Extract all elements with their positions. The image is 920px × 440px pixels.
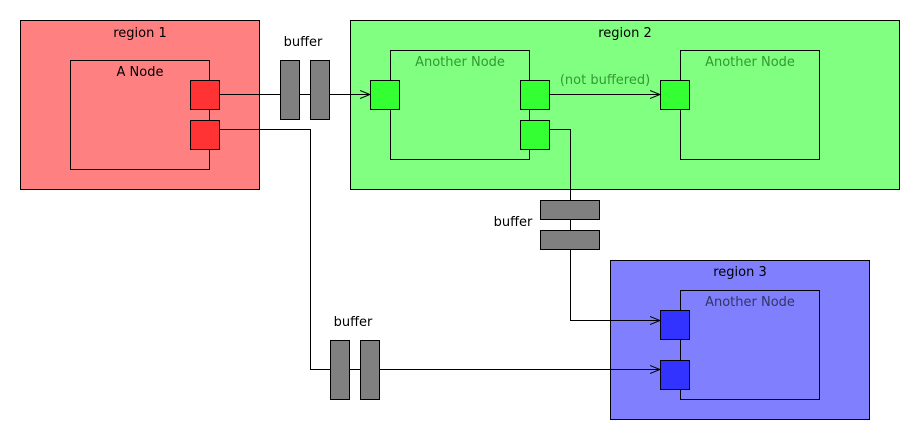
node-a-label: A Node (116, 65, 164, 80)
buffer-mid-label: buffer (493, 215, 533, 230)
edge-b-to-d (550, 129, 660, 321)
node-d-label: Another Node (705, 295, 795, 310)
region-3 (610, 260, 870, 420)
region-2-label: region 2 (598, 26, 652, 41)
buffer-top-block-2 (310, 60, 330, 120)
port-d-in-2[interactable] (660, 360, 690, 390)
region-1 (20, 20, 260, 190)
buffer-bottom-label: buffer (333, 315, 373, 330)
region-1-label: region 1 (113, 26, 167, 41)
edge-a-to-d (220, 129, 660, 370)
region-2 (350, 20, 900, 190)
port-b-out-2[interactable] (520, 120, 550, 150)
node-a[interactable] (70, 60, 210, 170)
buffer-bottom-block-2 (360, 340, 380, 400)
buffer-top-block-1 (280, 60, 300, 120)
port-d-in-1[interactable] (660, 310, 690, 340)
edge-not-buffered-label: (not buffered) (559, 73, 651, 88)
region-3-label: region 3 (713, 265, 767, 280)
buffer-mid-block-1 (540, 200, 600, 220)
node-d[interactable] (680, 290, 820, 400)
node-b-label: Another Node (415, 55, 505, 70)
node-c-label: Another Node (705, 55, 795, 70)
port-c-in[interactable] (660, 80, 690, 110)
buffer-mid-block-2 (540, 230, 600, 250)
buffer-bottom-block-1 (330, 340, 350, 400)
port-b-out-1[interactable] (520, 80, 550, 110)
port-a-out-2[interactable] (190, 120, 220, 150)
port-b-in[interactable] (370, 80, 400, 110)
port-a-out-1[interactable] (190, 80, 220, 110)
buffer-top-label: buffer (283, 35, 323, 50)
